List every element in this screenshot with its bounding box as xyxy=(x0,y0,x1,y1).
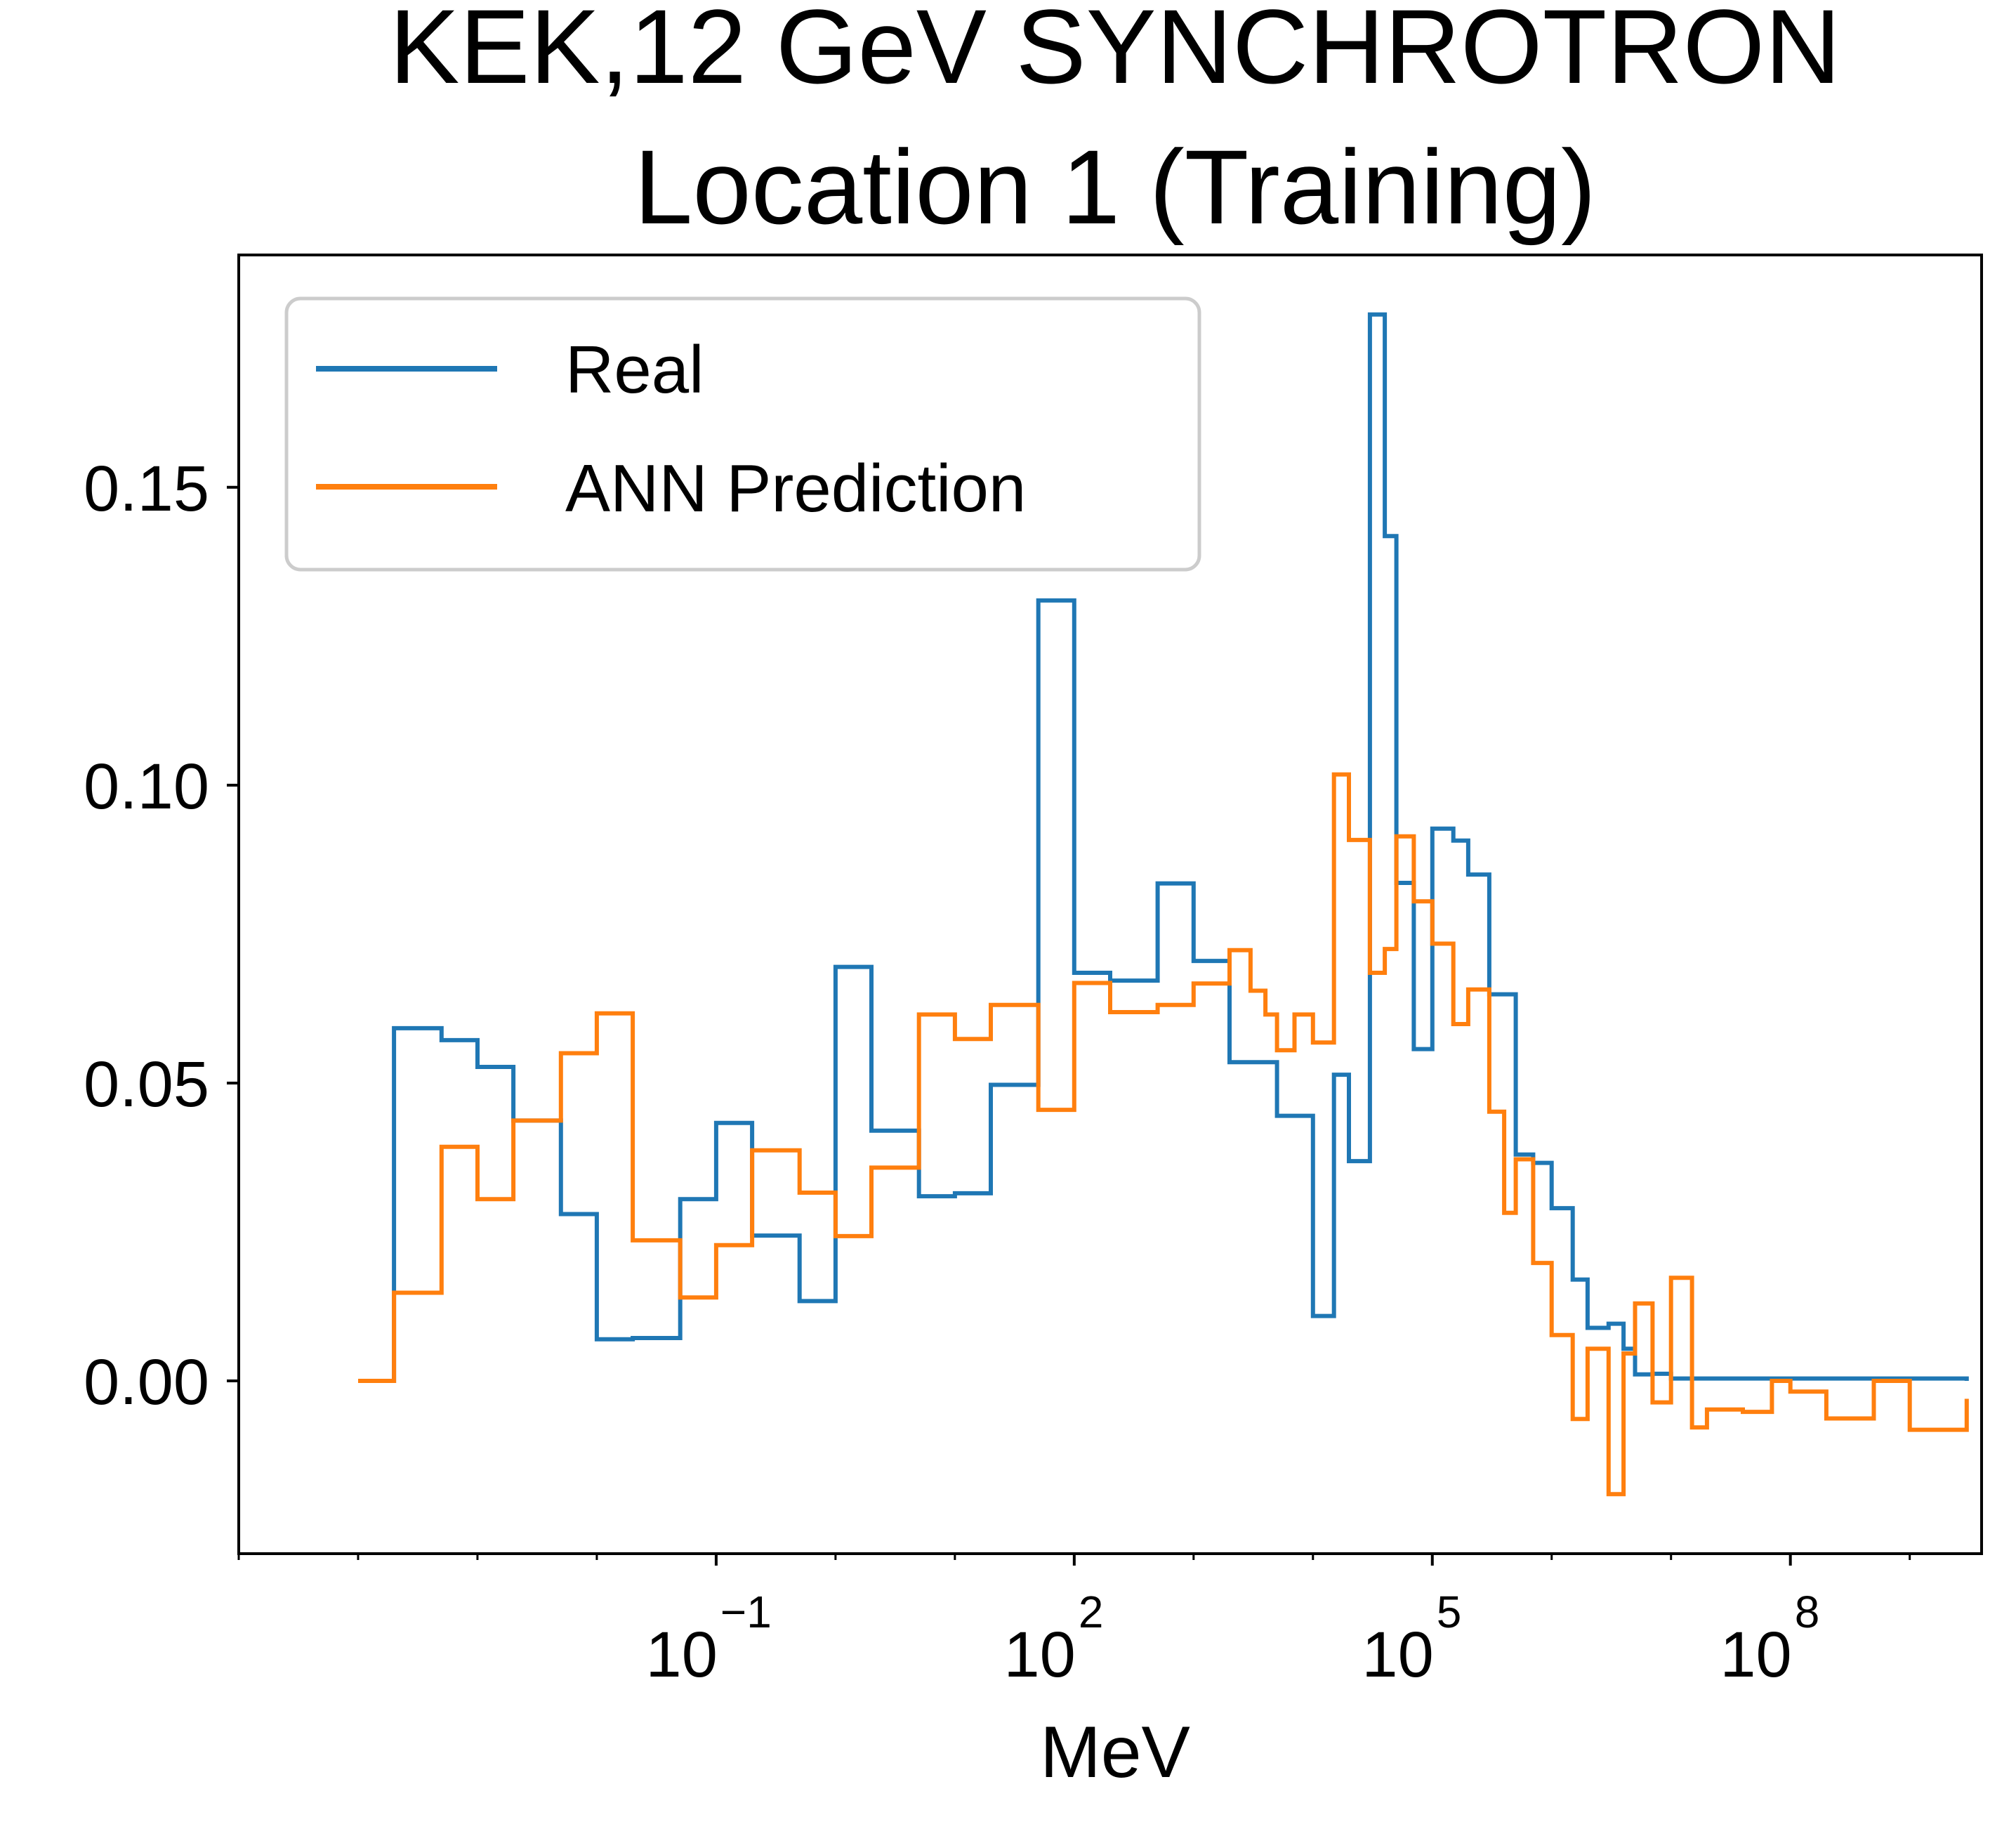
x-tick-label-exponent: 8 xyxy=(1795,1587,1820,1637)
y-tick-label: 0.15 xyxy=(84,453,209,525)
x-axis-label: MeV xyxy=(1040,1712,1190,1793)
y-ticks: 0.00 0.05 0.10 0.15 xyxy=(84,453,239,1418)
chart-title-line-1: KEK,12 GeV SYNCHROTRON xyxy=(389,0,1840,105)
legend: Real ANN Prediction xyxy=(284,296,1201,572)
y-tick-label: 0.10 xyxy=(84,751,209,822)
legend-label-ann-prediction: ANN Prediction xyxy=(565,451,1026,526)
plot-frame xyxy=(237,254,1983,1555)
series-layer xyxy=(358,312,1969,1497)
x-tick-label-base: 10 xyxy=(646,1619,718,1691)
x-tick-label-base: 10 xyxy=(1362,1619,1433,1691)
y-tick-label: 0.00 xyxy=(84,1346,209,1418)
series-line-real xyxy=(358,312,1969,1383)
x-tick-label-base: 10 xyxy=(1720,1619,1791,1691)
x-tick-label-exponent: 2 xyxy=(1079,1587,1104,1637)
legend-label-real: Real xyxy=(565,332,704,407)
series-line-ann-prediction xyxy=(358,772,1969,1497)
x-tick-label-exponent: 5 xyxy=(1437,1587,1462,1637)
legend-box xyxy=(284,296,1201,572)
chart-title-line-2: Location 1 (Training) xyxy=(634,128,1596,246)
x-tick-label-exponent: −1 xyxy=(720,1587,772,1637)
y-tick-label: 0.05 xyxy=(84,1049,209,1120)
x-tick-label-base: 10 xyxy=(1003,1619,1075,1691)
